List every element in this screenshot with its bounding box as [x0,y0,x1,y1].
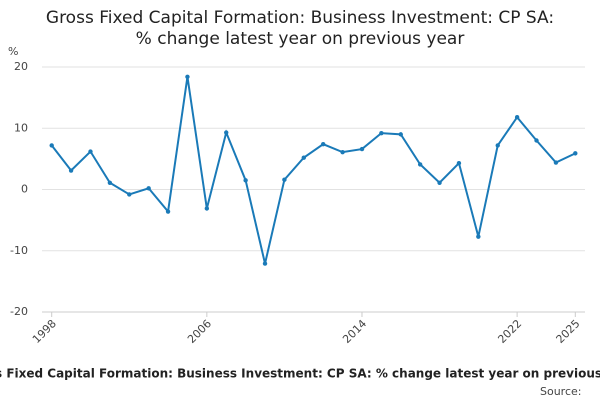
point [224,130,229,135]
x-tick-label: 1998 [30,317,59,346]
x-tick-label: 2006 [185,317,214,346]
point [495,143,500,148]
point [398,132,403,137]
point [49,143,54,148]
point [146,186,151,191]
point [68,168,74,173]
point [359,146,365,152]
y-tick-label: -20 [10,305,28,318]
chart-title: Gross Fixed Capital Formation: Business … [46,8,554,28]
point [340,149,345,155]
point [573,151,578,156]
y-tick-label: 10 [14,121,28,134]
point [379,130,384,136]
x-tick-label: 2025 [554,317,583,346]
y-tick-label: 0 [21,183,28,196]
y-tick-label: 20 [14,60,28,73]
point [534,138,539,143]
y-tick-label: -10 [10,244,28,257]
point [301,155,307,160]
point [185,74,190,80]
x-tick-label: 2014 [340,317,369,346]
point [456,160,462,166]
line [50,76,576,264]
point [417,162,423,167]
point [127,192,132,197]
source: Source: [540,385,582,398]
chart-title: % change latest year on previous year [136,29,465,49]
point [204,206,210,211]
point [107,180,113,185]
point [243,178,248,183]
point [262,261,268,266]
y-axis-label: % [8,45,18,58]
point [553,160,559,165]
point [476,234,481,239]
point [88,149,93,154]
point [165,209,171,214]
caption: Gross Fixed Capital Formation: Business … [0,367,600,381]
point [437,180,442,185]
x-tick-label: 2022 [495,317,524,346]
point [514,115,520,120]
point [282,177,287,182]
point [320,141,326,147]
